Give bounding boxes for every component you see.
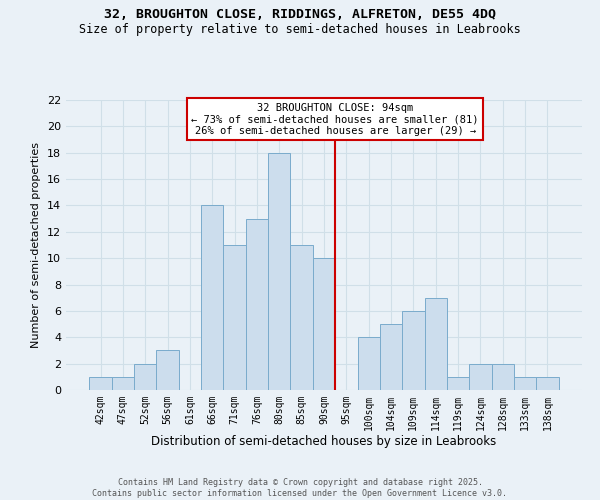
Bar [313, 258, 335, 390]
Text: Distribution of semi-detached houses by size in Leabrooks: Distribution of semi-detached houses by … [151, 435, 497, 448]
Bar [112, 377, 134, 390]
Text: Size of property relative to semi-detached houses in Leabrooks: Size of property relative to semi-detach… [79, 22, 521, 36]
Bar [223, 245, 246, 390]
Bar [358, 338, 380, 390]
Y-axis label: Number of semi-detached properties: Number of semi-detached properties [31, 142, 41, 348]
Bar [134, 364, 157, 390]
Bar [201, 206, 223, 390]
Bar [268, 152, 290, 390]
Text: Contains HM Land Registry data © Crown copyright and database right 2025.
Contai: Contains HM Land Registry data © Crown c… [92, 478, 508, 498]
Bar [536, 377, 559, 390]
Bar [290, 245, 313, 390]
Bar [491, 364, 514, 390]
Bar [157, 350, 179, 390]
Bar [380, 324, 402, 390]
Bar [447, 377, 469, 390]
Text: 32 BROUGHTON CLOSE: 94sqm
← 73% of semi-detached houses are smaller (81)
26% of : 32 BROUGHTON CLOSE: 94sqm ← 73% of semi-… [191, 102, 479, 136]
Text: 32, BROUGHTON CLOSE, RIDDINGS, ALFRETON, DE55 4DQ: 32, BROUGHTON CLOSE, RIDDINGS, ALFRETON,… [104, 8, 496, 20]
Bar [469, 364, 491, 390]
Bar [402, 311, 425, 390]
Bar [89, 377, 112, 390]
Bar [246, 218, 268, 390]
Bar [514, 377, 536, 390]
Bar [425, 298, 447, 390]
